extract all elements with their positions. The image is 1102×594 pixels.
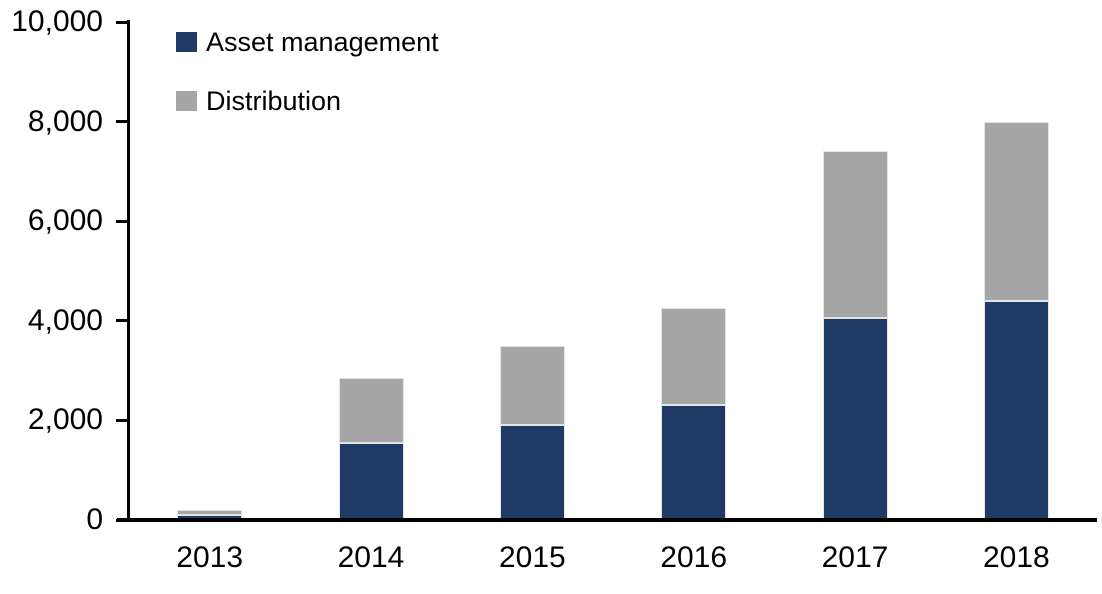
x-tick-label-2014: 2014 <box>337 541 405 574</box>
y-tick-label-0: 0 <box>86 503 103 536</box>
bar-2017 <box>822 151 888 520</box>
x-tick-label-2013: 2013 <box>176 541 244 574</box>
plot-area <box>129 22 1097 520</box>
y-tick-mark-10000 <box>116 20 128 24</box>
legend-item-asset-management: Asset management <box>176 28 439 56</box>
x-axis-line <box>117 518 1097 522</box>
x-tick-label-2015: 2015 <box>498 541 566 574</box>
legend-label-distribution: Distribution <box>206 86 342 116</box>
y-tick-mark-6000 <box>116 219 128 223</box>
legend-label-asset-management: Asset management <box>206 27 439 57</box>
y-tick-label-10000: 10,000 <box>11 5 103 38</box>
bar-segment-distribution-2015 <box>499 345 565 426</box>
bar-2016 <box>661 308 727 520</box>
x-tick-label-2017: 2017 <box>821 541 889 574</box>
y-tick-mark-0 <box>116 518 128 522</box>
legend-item-distribution: Distribution <box>176 87 439 115</box>
y-axis-line <box>127 20 130 521</box>
bar-segment-asset-management-2017 <box>822 318 888 520</box>
bar-segment-distribution-2016 <box>661 308 727 406</box>
bar-2014 <box>338 378 404 520</box>
bar-2015 <box>499 345 565 520</box>
bar-segment-asset-management-2016 <box>661 405 727 520</box>
y-tick-mark-8000 <box>116 120 128 124</box>
y-tick-label-8000: 8,000 <box>27 104 103 138</box>
legend-swatch-distribution <box>176 91 197 111</box>
bar-segment-distribution-2013 <box>177 510 243 516</box>
y-tick-label-2000: 2,000 <box>27 403 103 437</box>
x-tick-label-2016: 2016 <box>660 541 728 574</box>
legend-swatch-asset-management <box>176 32 197 52</box>
bar-segment-distribution-2014 <box>338 378 404 443</box>
y-tick-mark-2000 <box>116 418 128 422</box>
y-tick-mark-4000 <box>116 319 128 323</box>
bar-segment-distribution-2018 <box>983 121 1049 301</box>
bar-segment-asset-management-2014 <box>338 442 404 520</box>
x-tick-label-2018: 2018 <box>982 541 1050 574</box>
legend: Asset management Distribution <box>176 28 439 115</box>
bar-segment-asset-management-2018 <box>983 300 1049 520</box>
bar-segment-asset-management-2015 <box>499 425 565 520</box>
bar-2018 <box>983 121 1049 520</box>
bar-segment-distribution-2017 <box>822 151 888 319</box>
y-tick-label-6000: 6,000 <box>27 204 103 238</box>
y-tick-label-4000: 4,000 <box>27 303 103 337</box>
